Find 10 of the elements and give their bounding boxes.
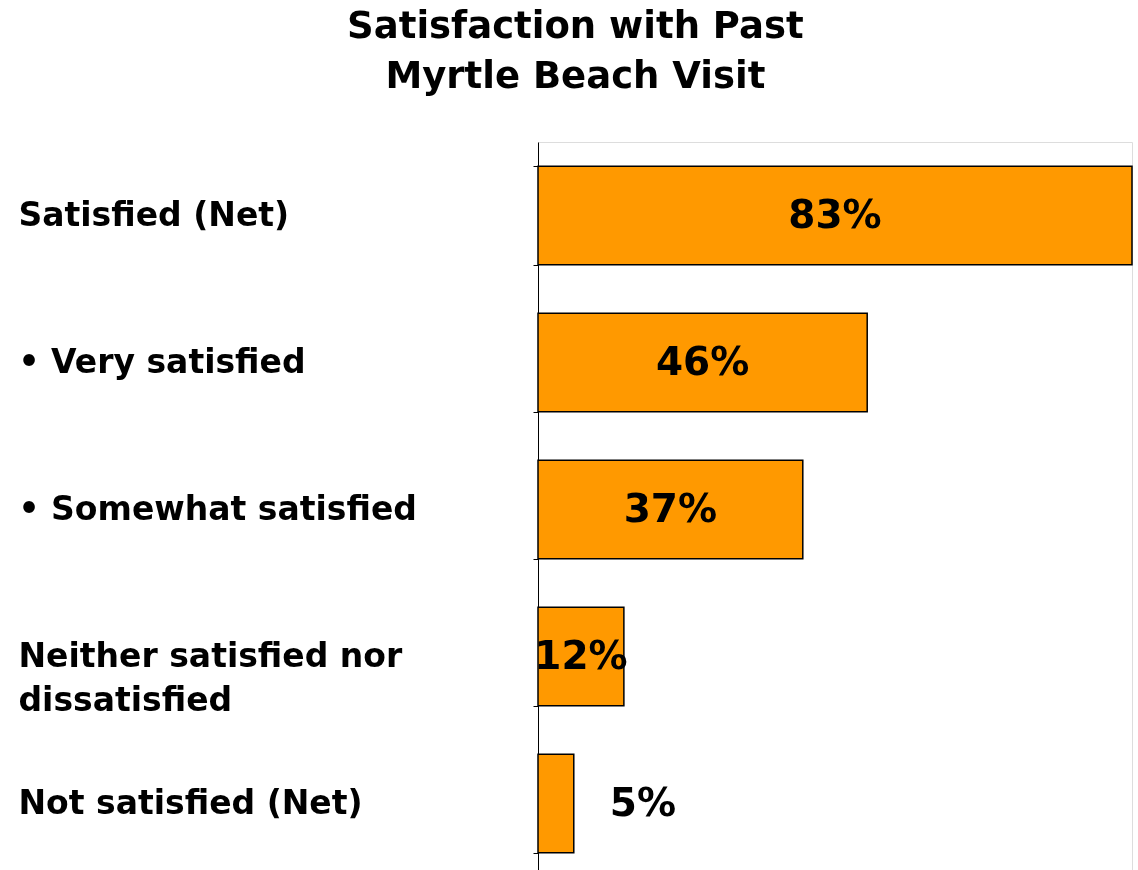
y-tick-label: Not satisfied (Net) (18, 783, 363, 822)
chart-title: Satisfaction with Past Myrtle Beach Visit (347, 4, 804, 97)
data-label: 37% (623, 485, 718, 531)
y-tick-label: Satisfied (Net) (18, 195, 290, 234)
data-label: 46% (655, 338, 750, 384)
data-label: 5% (609, 779, 676, 825)
y-tick-label: • Very satisfied (18, 342, 306, 381)
y-tick-label: • Somewhat satisfied (18, 489, 417, 528)
data-label: 83% (788, 191, 882, 237)
y-tick-label: Neither satisfied nor dissatisfied (18, 636, 403, 719)
